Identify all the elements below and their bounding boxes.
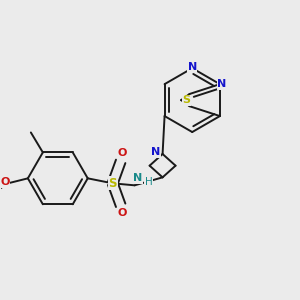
Text: O: O [118,148,128,158]
Text: S: S [108,177,117,190]
Text: S: S [182,95,190,105]
Text: N: N [188,62,197,72]
Text: N: N [133,173,142,183]
Text: O: O [0,177,10,187]
Text: H: H [145,177,152,187]
Text: N: N [151,147,160,157]
Text: O: O [118,208,128,218]
Text: N: N [217,79,226,89]
